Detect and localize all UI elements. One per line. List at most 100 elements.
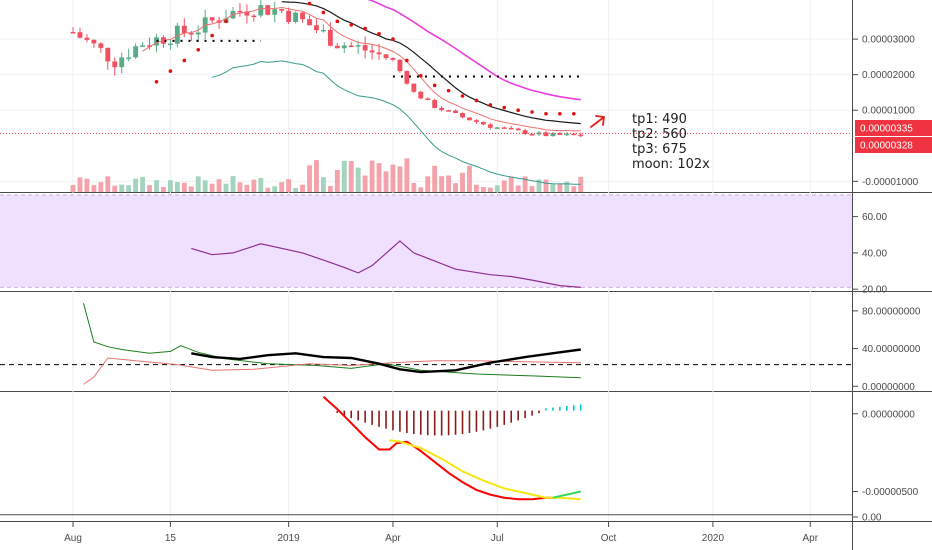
oscillator-line <box>191 240 581 288</box>
candle-body <box>188 33 194 35</box>
sar-dot <box>307 1 312 6</box>
sar-dot <box>558 111 562 116</box>
candle-body <box>529 134 535 136</box>
volume-bar <box>453 183 458 192</box>
price-tag-label: 0.00000328 <box>860 141 913 152</box>
candle-body <box>550 133 556 137</box>
price-tag-label: 0.00000335 <box>860 124 913 135</box>
scale-label: -0.00001000 <box>862 177 919 188</box>
volume-bar <box>334 169 340 192</box>
volume-bar <box>550 183 556 192</box>
volume-bar <box>571 186 577 192</box>
time-label: 2020 <box>702 533 725 544</box>
volume-bar <box>467 165 472 192</box>
time-label: 15 <box>165 533 177 544</box>
volume-bar <box>439 176 445 192</box>
volume-bar <box>265 187 271 192</box>
candle-body <box>522 130 528 135</box>
scale-label: 0.00001000 <box>862 106 915 117</box>
candle-body <box>251 15 257 18</box>
sar-dot <box>224 19 228 24</box>
macd-pane <box>0 395 852 516</box>
scale-label: 0.00003000 <box>862 35 915 46</box>
sar-dot <box>488 103 493 107</box>
candle-body <box>334 45 340 49</box>
volume-bar <box>91 185 97 192</box>
annotation-line: tp1: 490 <box>632 112 687 127</box>
candle-body <box>362 45 368 51</box>
volume-bar <box>446 175 452 192</box>
candle-body <box>91 39 97 44</box>
candle-body <box>84 37 90 40</box>
candle-body <box>341 45 347 49</box>
volume-bar <box>237 182 243 192</box>
candle-body <box>487 124 493 128</box>
volume-bar <box>494 185 500 192</box>
volume-bar <box>348 161 354 192</box>
target-arrow-icon <box>590 115 605 128</box>
volume-bar <box>536 179 542 192</box>
dmi-pane <box>0 303 852 385</box>
volume-bar <box>244 184 250 192</box>
annotation-line: tp2: 560 <box>632 127 687 142</box>
volume-bar <box>432 165 438 192</box>
candle-body <box>119 57 125 68</box>
macd-line <box>552 490 582 499</box>
candle-body <box>181 25 187 34</box>
volume-bar <box>397 166 403 192</box>
volume-bar <box>279 182 285 192</box>
time-label: Jul <box>491 533 504 544</box>
candle-body <box>446 110 452 112</box>
scale-label: 80.00000000 <box>862 306 921 317</box>
volume-bar <box>195 176 201 192</box>
volume-bar <box>418 187 424 192</box>
volume-bar <box>77 177 83 192</box>
volume-bar <box>460 172 465 192</box>
candle-body <box>133 46 139 58</box>
volume-bar <box>327 185 333 192</box>
candle-body <box>432 99 438 109</box>
sar-dot <box>210 33 214 38</box>
moving-average-line <box>367 0 581 101</box>
volume-bar <box>508 176 514 192</box>
volume-bar <box>286 179 292 192</box>
oscillator-pane <box>0 194 852 288</box>
sar-dot <box>474 98 479 103</box>
volume-bar <box>404 158 410 192</box>
sar-dot <box>182 58 187 63</box>
volume-bar <box>174 182 180 192</box>
volume-bar <box>161 186 166 192</box>
volume-bar <box>223 183 229 192</box>
volume-bar <box>147 185 152 192</box>
candle-body <box>293 12 299 22</box>
candle-body <box>460 112 465 118</box>
sar-dot <box>377 31 381 36</box>
candle-body <box>543 132 549 137</box>
annotation-line: tp3: 675 <box>632 142 687 157</box>
sar-dot <box>432 83 437 88</box>
price-scales: 0.00003000 0.00002000 0.00001000 -0.0000100… <box>853 35 932 524</box>
time-label: 2019 <box>278 533 301 544</box>
candle-body <box>140 45 146 47</box>
sar-dot <box>363 26 367 31</box>
volume-bar <box>230 176 236 192</box>
candle-body <box>536 132 542 135</box>
candle-body <box>77 32 83 38</box>
candle-body <box>439 108 445 111</box>
price-tag <box>855 137 932 153</box>
candle-body <box>126 57 132 59</box>
candle-body <box>105 47 111 62</box>
candle-body <box>327 29 333 46</box>
volume-bar <box>119 184 125 192</box>
volume-bar <box>105 176 111 192</box>
candle-body <box>411 83 417 92</box>
candle-body <box>376 52 382 55</box>
volume-bar <box>84 178 90 192</box>
candle-body <box>425 98 431 100</box>
candle-body <box>272 9 278 15</box>
candle-body <box>355 45 361 47</box>
volume-bar <box>188 186 194 192</box>
sar-dot <box>391 37 395 41</box>
volume-bar <box>522 176 528 192</box>
